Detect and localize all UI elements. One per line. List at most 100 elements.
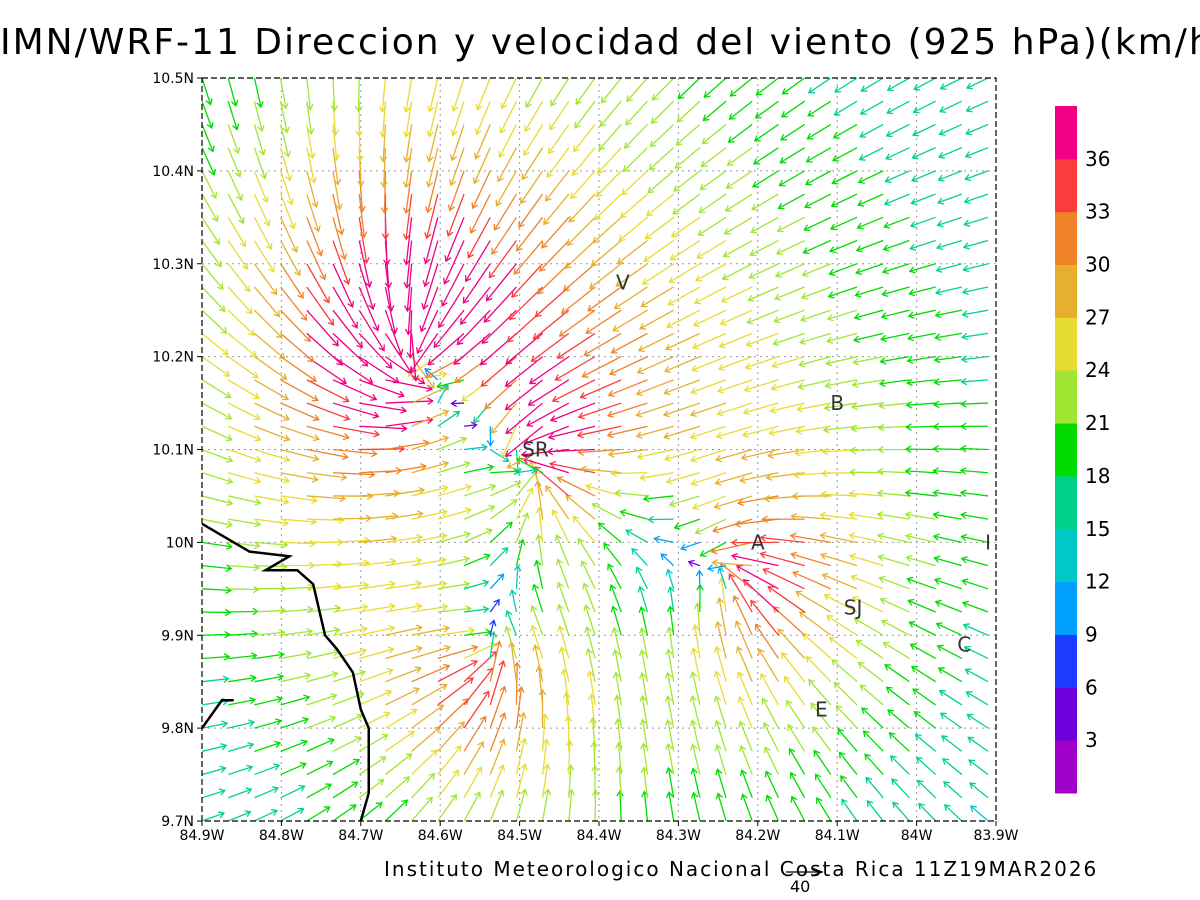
wind-vector <box>831 659 858 683</box>
wind-vector <box>202 743 228 752</box>
wind-vector <box>880 619 910 636</box>
wind-vector <box>489 685 507 729</box>
wind-vector <box>227 379 261 400</box>
wind-vector <box>535 533 544 566</box>
wind-vector <box>202 240 222 268</box>
wind-vector <box>906 332 936 342</box>
wind-vector <box>837 728 858 752</box>
wind-vector <box>280 762 307 776</box>
wind-vector <box>736 495 779 507</box>
wind-vector <box>965 100 989 113</box>
wind-vector <box>549 460 596 474</box>
wind-vector <box>437 605 472 613</box>
wind-vector <box>416 309 439 355</box>
colorbar-segment <box>1055 634 1077 688</box>
wind-vector <box>595 170 622 198</box>
wind-vector <box>959 444 989 453</box>
wind-vector <box>585 309 622 334</box>
wind-vector <box>721 263 753 281</box>
wind-vector <box>612 671 622 706</box>
wind-vector <box>695 569 704 589</box>
wind-vector <box>849 553 884 567</box>
wind-vector <box>711 559 753 567</box>
wind-vector <box>568 193 596 223</box>
wind-vector <box>761 697 780 729</box>
wind-vector <box>960 377 989 386</box>
wind-vector <box>202 765 227 776</box>
wind-vector <box>227 332 258 358</box>
wind-vector <box>536 263 570 295</box>
wind-vector <box>858 147 884 161</box>
wind-vector <box>797 379 831 390</box>
wind-vector <box>807 78 832 94</box>
wind-vector <box>591 502 622 520</box>
wind-vector <box>463 766 483 799</box>
wind-vector <box>556 581 570 613</box>
wind-vector <box>509 588 518 613</box>
wind-vector <box>411 435 450 451</box>
wind-vector <box>780 100 806 118</box>
wind-vector <box>463 791 481 821</box>
wind-vector <box>463 421 478 430</box>
wind-vector <box>227 240 249 270</box>
wind-vector <box>385 708 418 729</box>
wind-vector <box>202 472 234 485</box>
y-tick-label: 10.5N <box>152 71 194 87</box>
wind-vector <box>480 356 517 387</box>
wind-vector <box>332 263 355 309</box>
wind-vector <box>541 216 570 249</box>
wind-vector <box>613 694 622 729</box>
wind-vector <box>750 599 779 636</box>
wind-vector <box>489 640 503 682</box>
wind-vector <box>673 170 701 192</box>
wind-vector <box>608 356 648 376</box>
wind-vector <box>609 584 622 613</box>
wind-vector <box>463 690 490 729</box>
wind-vector <box>689 719 701 752</box>
wind-vector <box>739 472 779 484</box>
wind-vector <box>402 147 413 189</box>
wind-vector <box>715 768 727 798</box>
wind-vector <box>689 425 727 440</box>
wind-vector <box>497 147 517 183</box>
wind-vector <box>588 263 622 290</box>
wind-vector <box>254 402 291 421</box>
wind-vector <box>437 793 458 821</box>
wind-vector <box>520 170 544 205</box>
wind-vector <box>358 240 373 288</box>
wind-vector <box>437 507 472 520</box>
wind-vector <box>636 356 674 375</box>
colorbar-label: 12 <box>1085 570 1110 594</box>
wind-vector <box>411 796 433 821</box>
wind-vector <box>729 78 753 97</box>
wind-vector <box>280 356 318 382</box>
wind-vector <box>963 193 989 205</box>
wind-vector <box>819 552 858 567</box>
wind-vector <box>714 472 753 486</box>
wind-vector <box>815 773 832 799</box>
wind-vector <box>433 309 465 349</box>
wind-vector <box>306 715 337 729</box>
wind-vector <box>227 124 241 155</box>
wind-vector <box>385 510 424 520</box>
coastline <box>202 522 370 821</box>
wind-vector <box>666 626 675 659</box>
y-tick-label: 9.7N <box>161 814 194 830</box>
wind-vector <box>254 425 291 442</box>
wind-vector <box>254 518 290 527</box>
wind-vector <box>647 515 674 524</box>
wind-vector <box>425 170 439 214</box>
wind-vector <box>306 648 340 660</box>
wind-vector <box>530 332 570 362</box>
wind-vector <box>827 286 858 299</box>
wind-vector <box>594 193 622 221</box>
wind-vector <box>202 78 213 106</box>
wind-vector <box>441 263 465 307</box>
wind-vector <box>253 101 265 133</box>
footer-credit: Instituto Meteorologico Nacional Costa R… <box>384 857 1099 881</box>
wind-vector <box>437 410 461 427</box>
wind-vector <box>306 147 318 184</box>
wind-vector <box>505 402 544 435</box>
wind-vector <box>254 379 290 401</box>
wind-vector <box>885 123 910 138</box>
